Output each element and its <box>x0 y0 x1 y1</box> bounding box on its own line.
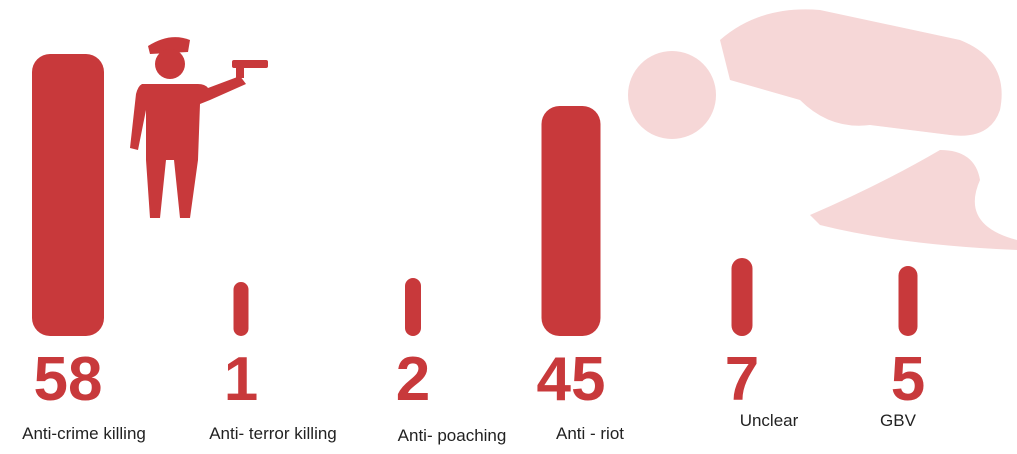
background-figure <box>628 9 1017 250</box>
category-label: Unclear <box>740 411 799 430</box>
bar <box>405 278 421 336</box>
value-label: 1 <box>224 345 258 414</box>
category-label: Anti- terror killing <box>209 424 337 443</box>
bar <box>541 106 601 336</box>
category-label: Anti - riot <box>556 424 624 443</box>
bar <box>233 282 249 336</box>
value-label: 2 <box>396 345 430 414</box>
bar <box>32 54 104 336</box>
value-label: 45 <box>537 345 606 414</box>
category-label: GBV <box>880 411 917 430</box>
bar <box>731 258 753 336</box>
value-label: 7 <box>725 345 759 414</box>
value-label: 5 <box>891 345 925 414</box>
bar <box>898 266 918 336</box>
category-label: Anti-crime killing <box>22 424 146 443</box>
value-label: 58 <box>34 345 103 414</box>
police-icon <box>130 37 268 218</box>
category-label: Anti- poaching <box>398 426 507 445</box>
